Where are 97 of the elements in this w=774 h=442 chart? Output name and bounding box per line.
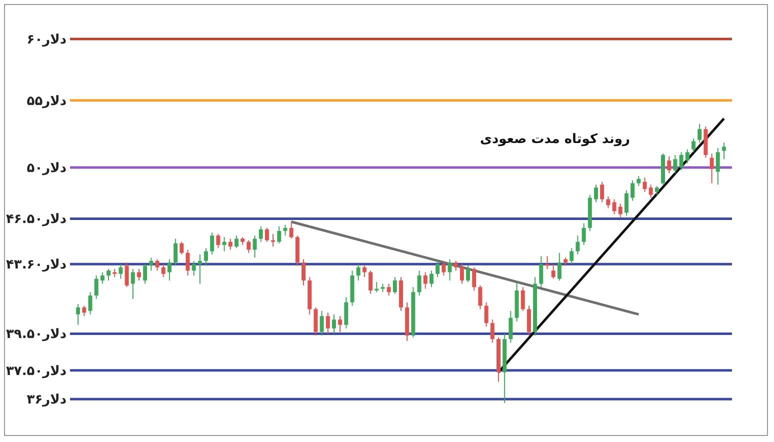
candlestick <box>551 264 556 280</box>
candlestick <box>710 153 714 184</box>
candlestick <box>478 284 482 310</box>
candlestick <box>472 266 476 291</box>
candlestick <box>192 260 196 276</box>
candlestick <box>264 227 269 242</box>
candlestick <box>136 268 141 281</box>
candlestick <box>508 310 513 344</box>
candlestick <box>722 142 726 160</box>
candlestick <box>576 235 580 255</box>
candlestick <box>618 203 622 218</box>
candlestick <box>673 154 678 174</box>
candlestick <box>520 286 525 312</box>
candlestick <box>258 226 263 242</box>
candlestick <box>338 316 342 332</box>
candlestick <box>526 305 531 336</box>
y-tick-label: ۴۶.۵۰دلار <box>6 212 67 228</box>
candlestick <box>161 264 166 278</box>
candlestick <box>82 305 86 317</box>
y-tick-label: ۳۷.۵۰دلار <box>6 364 67 379</box>
candlestick <box>679 152 684 171</box>
candlestick <box>180 241 184 255</box>
candlestick <box>490 319 494 344</box>
candlestick <box>454 260 458 272</box>
candlestick <box>94 275 98 300</box>
candlestick <box>88 292 92 315</box>
candlestick <box>174 238 178 266</box>
candlestick <box>691 138 696 153</box>
candlestick <box>289 221 294 240</box>
candlestick <box>460 264 464 284</box>
candlestick <box>606 196 610 209</box>
candlestick <box>716 148 720 186</box>
candlestick <box>149 257 154 272</box>
candlestick <box>423 272 428 290</box>
candlestick <box>277 226 282 244</box>
candlestick <box>667 156 672 174</box>
y-tick-label: ۵۵دلار <box>26 94 67 109</box>
y-tick-label: ۳۶دلار <box>26 392 67 408</box>
candlestick <box>326 312 330 334</box>
candlestick <box>630 180 635 202</box>
candlestick <box>167 258 172 281</box>
candlestick <box>545 256 550 270</box>
candlestick <box>344 296 348 329</box>
candlestick <box>283 224 288 236</box>
candlestick <box>636 176 641 187</box>
candlestick <box>612 198 616 215</box>
candlestick <box>155 258 160 272</box>
candlestick <box>246 240 251 254</box>
candlestick <box>362 265 366 278</box>
y-tick-label: ۴۳.۶۰دلار <box>6 258 67 273</box>
candlestick <box>234 235 238 249</box>
candlestick <box>648 184 653 198</box>
candlestick <box>557 252 562 281</box>
candlestick <box>594 184 598 203</box>
candlestick <box>429 270 434 288</box>
y-tick-label: ۵۰دلار <box>26 161 67 176</box>
candlestick <box>386 283 391 296</box>
candlestick <box>356 264 360 281</box>
candlestick <box>466 265 470 283</box>
y-tick-label: ۳۹.۵۰دلار <box>6 327 67 342</box>
candlestick <box>685 148 690 164</box>
candlestick <box>642 176 647 192</box>
candlestick <box>570 248 574 265</box>
candlestick <box>216 234 220 249</box>
candlestick <box>582 222 586 246</box>
candlestick <box>448 258 452 281</box>
candlestick <box>130 268 135 300</box>
candlestick <box>186 249 190 276</box>
candlestick <box>539 256 544 288</box>
candlestick <box>76 304 80 326</box>
candlestick <box>332 314 336 334</box>
candlestick <box>124 262 129 288</box>
annotation: روند کوتاه مدت صعودی <box>480 132 630 147</box>
candlestick <box>392 276 397 294</box>
candlestick <box>100 272 104 284</box>
candlestick <box>222 236 226 252</box>
candlestick <box>368 270 373 294</box>
candlestick <box>484 302 488 328</box>
candlestick <box>228 238 232 250</box>
candlestick <box>442 260 446 276</box>
candlestick <box>624 190 628 216</box>
y-tick-label: ۶۰دلار <box>26 32 67 48</box>
candlestick <box>417 270 422 296</box>
candlestick <box>314 306 318 336</box>
candlestick <box>118 264 123 280</box>
candlestick <box>204 248 208 266</box>
candlestick <box>302 258 306 286</box>
candlestick <box>698 123 702 144</box>
candlestick <box>198 254 202 284</box>
candlestick <box>210 232 214 255</box>
candlestick <box>252 235 257 258</box>
candlestick <box>320 310 324 336</box>
candlestick <box>600 181 604 203</box>
candlestick <box>106 268 111 281</box>
candlestick <box>143 264 148 284</box>
candlestick <box>271 234 276 248</box>
candlestick <box>436 258 440 278</box>
